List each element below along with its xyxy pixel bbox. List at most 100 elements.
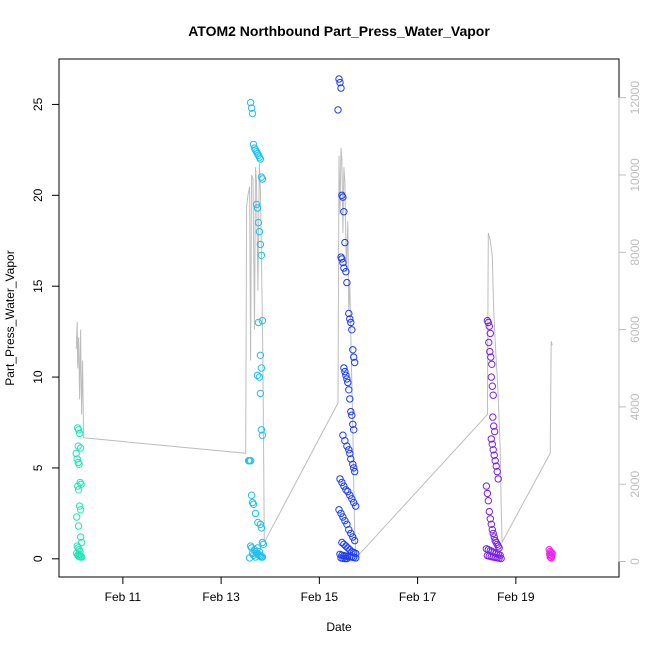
data-point [74, 482, 82, 490]
y-tick-label: 5 [31, 464, 45, 471]
data-point [259, 540, 268, 548]
data-point [344, 544, 352, 552]
data-point [337, 84, 345, 92]
data-point [546, 550, 554, 558]
data-point [254, 151, 263, 160]
x-tick-label: Feb 17 [399, 590, 437, 604]
data-point [351, 467, 359, 476]
data-point [349, 346, 357, 354]
y2-tick-label: 0 [628, 558, 642, 565]
data-point [247, 104, 256, 112]
data-point [74, 442, 82, 450]
data-point [486, 329, 494, 338]
data-point [488, 382, 496, 390]
data-point [351, 536, 359, 545]
data-point [257, 524, 266, 532]
data-point [489, 529, 497, 538]
y2-tick-label: 2000 [628, 471, 642, 498]
data-point [337, 509, 345, 518]
data-point [350, 426, 358, 434]
data-point [339, 513, 347, 521]
data-point [343, 278, 351, 287]
data-point [340, 540, 348, 548]
y-tick-label: 15 [31, 279, 45, 293]
data-point [335, 506, 343, 514]
data-point [341, 517, 349, 525]
data-point [493, 540, 501, 548]
data-point [251, 509, 260, 518]
data-point [256, 155, 265, 163]
data-point [255, 373, 264, 381]
y-tick-label: 0 [31, 555, 45, 562]
data-point [488, 360, 496, 368]
data-point [485, 338, 493, 347]
data-point [257, 364, 266, 372]
secondary-line [75, 147, 553, 559]
y-tick-label: 25 [31, 97, 45, 111]
data-point [250, 144, 259, 152]
data-point [346, 315, 354, 323]
data-point [489, 391, 497, 399]
secondary-line-group [75, 147, 553, 559]
data-point [335, 75, 343, 83]
data-point [253, 204, 262, 212]
y-axis: 0 5 10 15 20 25 [31, 97, 60, 562]
data-point [488, 526, 496, 534]
data-point [258, 175, 267, 183]
data-point [258, 538, 267, 547]
data-point [258, 431, 267, 439]
chart-title: ATOM2 Northbound Part_Press_Water_Vapor [188, 23, 490, 39]
data-point [348, 495, 356, 503]
data-point [484, 318, 492, 327]
data-point [492, 462, 500, 470]
data-point [342, 486, 350, 494]
data-point [253, 371, 262, 379]
data-point [493, 467, 501, 476]
y2-tick-label: 4000 [628, 393, 642, 420]
y2-tick-label: 8000 [628, 239, 642, 266]
data-point [338, 191, 346, 200]
data-point [343, 442, 351, 450]
data-point [487, 520, 495, 528]
data-point [72, 449, 80, 458]
data-point [340, 208, 348, 216]
data-point [487, 435, 495, 443]
data-point [342, 371, 350, 379]
data-point [339, 193, 347, 201]
data-point [345, 446, 353, 454]
data-point [491, 457, 499, 465]
plot-area-frame [58, 58, 620, 578]
data-point [258, 317, 267, 325]
data-point [489, 413, 497, 421]
data-point [340, 482, 348, 490]
data-point [350, 353, 358, 361]
data-point [346, 491, 354, 499]
data-point [75, 460, 83, 468]
x-axis: Feb 11 Feb 13 Feb 15 Feb 17 Feb 19 [105, 576, 535, 604]
data-point [336, 475, 344, 483]
data-point [546, 553, 554, 561]
data-point [346, 449, 354, 458]
data-point [338, 538, 346, 547]
data-point [486, 515, 494, 523]
data-point [249, 551, 258, 559]
data-point [348, 326, 356, 334]
data-point [345, 309, 353, 318]
y-tick-label: 10 [31, 370, 45, 384]
data-point [342, 268, 350, 276]
data-point [339, 258, 347, 267]
data-point [254, 318, 263, 327]
data-point [254, 218, 263, 227]
y2-tick-label: 12000 [628, 81, 642, 115]
data-point [351, 358, 359, 367]
points-group [72, 75, 556, 563]
data-point [256, 351, 265, 359]
x-axis-label: Date [326, 620, 352, 634]
x-tick-label: Feb 15 [301, 590, 339, 604]
data-point [350, 464, 358, 472]
data-point [487, 373, 495, 381]
data-point [247, 491, 256, 499]
data-point [74, 522, 83, 530]
data-point [490, 422, 498, 430]
